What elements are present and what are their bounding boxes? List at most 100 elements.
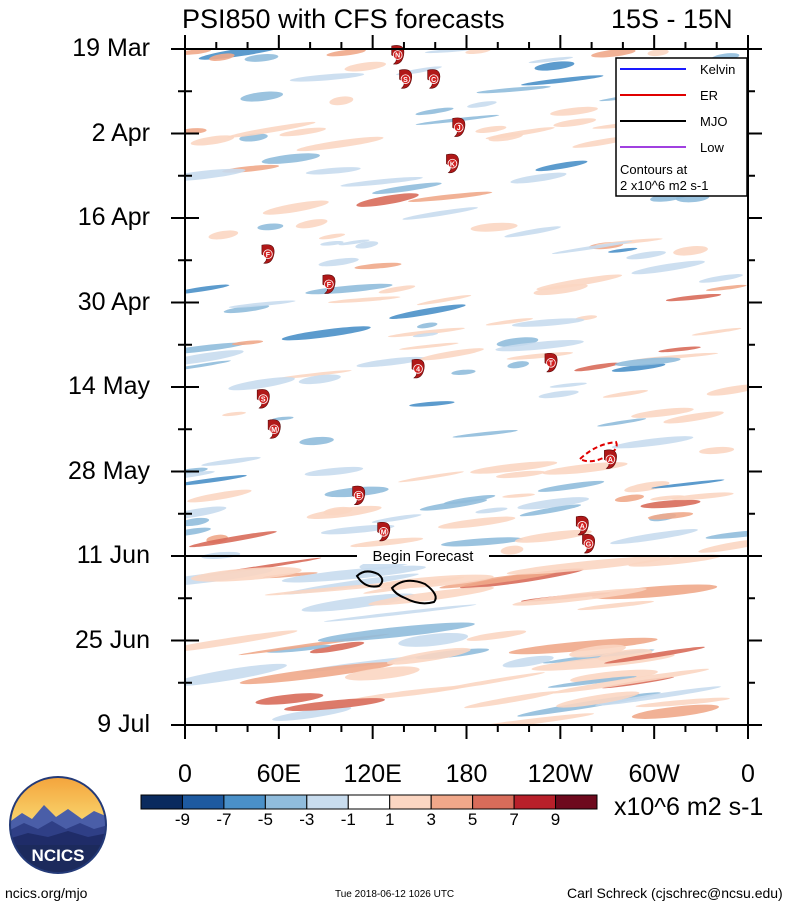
- field-blob: [502, 655, 554, 668]
- field-blob: [635, 697, 730, 708]
- field-blob: [504, 226, 561, 238]
- field-blob: [663, 411, 724, 424]
- storm-layer: N S C J K F F 4 T S M A E A M G: [256, 45, 617, 554]
- legend-note: 2 x10^6 m2 s-1: [620, 178, 708, 193]
- storm-letter: J: [457, 125, 461, 132]
- field-blob: [185, 360, 232, 371]
- storm-marker[interactable]: A: [575, 515, 589, 536]
- psi-field: [185, 49, 748, 725]
- field-blob: [326, 49, 366, 57]
- field-blob: [698, 538, 748, 553]
- field-blob: [301, 593, 415, 612]
- field-blob: [408, 191, 493, 202]
- storm-marker[interactable]: A: [604, 449, 617, 469]
- field-blob: [537, 480, 605, 492]
- storm-letter: F: [327, 282, 332, 289]
- field-blob: [699, 446, 735, 455]
- storm-marker[interactable]: J: [452, 117, 466, 137]
- storm-letter: M: [381, 529, 387, 536]
- storm-letter: S: [261, 397, 266, 404]
- field-blob: [295, 219, 328, 229]
- field-blob: [231, 340, 264, 346]
- storm-letter: M: [271, 427, 277, 434]
- storm-marker[interactable]: K: [446, 153, 459, 174]
- field-blob: [452, 429, 518, 438]
- field-blob: [439, 571, 557, 589]
- field-blob: [320, 524, 395, 535]
- y-tick-label: 9 Jul: [97, 710, 150, 738]
- x-tick-label: 0: [741, 760, 755, 788]
- field-blob: [528, 56, 574, 64]
- storm-marker[interactable]: C: [427, 69, 441, 89]
- field-blob: [228, 377, 295, 391]
- x-tick-label: 120W: [527, 760, 593, 788]
- field-blob: [550, 668, 710, 694]
- storm-marker[interactable]: M: [377, 521, 391, 542]
- storm-marker[interactable]: G: [582, 534, 596, 554]
- field-blob: [284, 698, 385, 711]
- website-link[interactable]: ncics.org/mjo: [5, 885, 88, 901]
- field-blob: [547, 676, 637, 688]
- field-blob: [281, 326, 371, 341]
- y-tick-label: 2 Apr: [91, 118, 150, 147]
- field-blob: [640, 499, 701, 509]
- field-blob: [272, 706, 352, 721]
- storm-marker[interactable]: M: [267, 419, 281, 439]
- storm-letter: K: [450, 161, 455, 168]
- mjo-contour: [355, 570, 384, 588]
- field-blob: [591, 49, 636, 58]
- colorbar-tick-label: -7: [216, 810, 232, 829]
- field-blob: [412, 332, 438, 338]
- field-blob: [318, 233, 346, 240]
- field-blob: [542, 462, 628, 475]
- field-blob: [355, 241, 379, 249]
- colorbar: [140, 794, 598, 810]
- y-tick-label: 30 Apr: [77, 287, 150, 316]
- storm-marker[interactable]: S: [256, 389, 270, 409]
- field-blob: [510, 172, 567, 184]
- field-blob: [257, 223, 284, 231]
- field-blob: [464, 691, 558, 709]
- field-blob: [602, 390, 648, 398]
- svg-text:NCICS: NCICS: [32, 846, 85, 865]
- storm-letter: T: [549, 360, 554, 367]
- timestamp: Tue 2018-06-12 1026 UTC: [335, 889, 455, 900]
- colorbar-cell: [389, 794, 432, 810]
- field-blob: [228, 300, 296, 308]
- field-blob: [185, 527, 211, 537]
- field-blob: [185, 475, 247, 486]
- colorbar-units: x10^6 m2 s-1: [614, 793, 764, 821]
- field-blob: [185, 506, 227, 520]
- field-blob: [506, 352, 574, 360]
- storm-marker[interactable]: N: [391, 45, 405, 65]
- storm-marker[interactable]: E: [352, 485, 366, 506]
- colorbar-cell: [555, 794, 598, 810]
- field-blob: [705, 284, 747, 291]
- storm-marker[interactable]: S: [399, 69, 413, 89]
- field-blob: [368, 586, 494, 606]
- colorbar-tick-label: 9: [550, 810, 561, 829]
- field-blob: [521, 75, 604, 86]
- field-blob: [185, 49, 211, 55]
- storm-marker[interactable]: F: [322, 274, 336, 294]
- field-blob: [239, 662, 395, 685]
- storm-marker[interactable]: F: [261, 244, 275, 264]
- storm-marker[interactable]: T: [544, 352, 558, 373]
- x-tick-label: 60E: [256, 760, 302, 788]
- field-blob: [344, 666, 420, 681]
- field-blob: [536, 274, 623, 291]
- field-blob: [317, 622, 475, 642]
- field-blob: [305, 167, 361, 175]
- field-blob: [240, 91, 284, 102]
- field-blob: [508, 637, 658, 655]
- field-blob: [631, 260, 705, 275]
- ncics-logo[interactable]: NCICS: [8, 775, 108, 875]
- field-blob: [281, 565, 426, 583]
- field-blob: [698, 274, 743, 283]
- field-blob: [519, 504, 582, 517]
- field-blob: [502, 493, 535, 498]
- storm-marker[interactable]: 4: [411, 359, 425, 379]
- field-blob: [185, 630, 298, 654]
- field-blob: [398, 632, 469, 647]
